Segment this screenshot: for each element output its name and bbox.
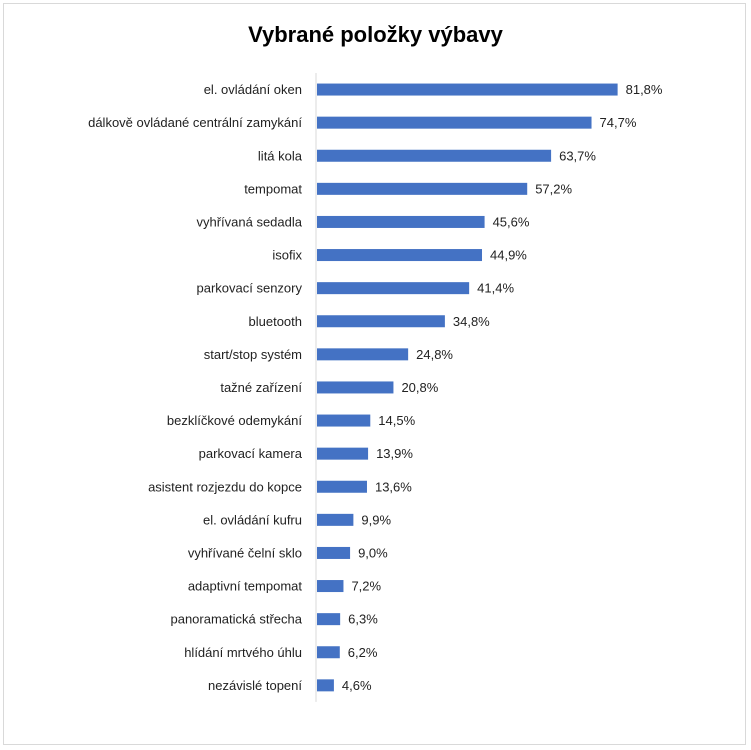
data-label: 13,6% <box>375 479 412 494</box>
data-label: 81,8% <box>626 82 663 97</box>
data-label: 14,5% <box>378 413 415 428</box>
data-label: 13,9% <box>376 446 413 461</box>
bar <box>317 447 369 460</box>
category-label: tažné zařízení <box>220 380 302 395</box>
category-label: el. ovládání kufru <box>203 512 302 527</box>
data-label: 45,6% <box>493 214 530 229</box>
bar <box>317 414 371 427</box>
category-label: isofix <box>272 248 302 263</box>
data-label: 41,4% <box>477 281 514 296</box>
data-label: 7,2% <box>351 579 381 594</box>
bar <box>317 679 334 692</box>
bar <box>317 149 552 162</box>
category-label: litá kola <box>258 148 303 163</box>
data-label: 4,6% <box>342 678 372 693</box>
category-label: nezávislé topení <box>208 678 302 693</box>
data-label: 63,7% <box>559 148 596 163</box>
bar <box>317 182 528 195</box>
category-label: adaptivní tempomat <box>188 579 303 594</box>
bar <box>317 348 409 361</box>
bar <box>317 381 394 394</box>
chart-title: Vybrané položky výbavy <box>248 22 503 47</box>
category-label: panoramatická střecha <box>170 612 302 627</box>
bar <box>317 580 344 593</box>
data-label: 6,2% <box>348 645 378 660</box>
category-label: hlídání mrtvého úhlu <box>184 645 302 660</box>
bar <box>317 546 351 559</box>
bar <box>317 215 485 228</box>
data-label: 9,9% <box>361 512 391 527</box>
data-label: 6,3% <box>348 612 378 627</box>
bar <box>317 282 470 295</box>
category-label: el. ovládání oken <box>204 82 302 97</box>
bar <box>317 613 341 626</box>
bar <box>317 480 367 493</box>
bar <box>317 249 483 262</box>
data-label: 74,7% <box>600 115 637 130</box>
bar <box>317 513 354 526</box>
category-label: bluetooth <box>249 314 303 329</box>
category-label: asistent rozjezdu do kopce <box>148 479 302 494</box>
category-label: tempomat <box>244 181 302 196</box>
category-label: vyhřívaná sedadla <box>196 214 302 229</box>
category-label: start/stop systém <box>204 347 302 362</box>
category-label: bezklíčkové odemykání <box>167 413 303 428</box>
bar <box>317 315 445 328</box>
data-label: 44,9% <box>490 248 527 263</box>
category-label: vyhřívané čelní sklo <box>188 545 302 560</box>
data-label: 24,8% <box>416 347 453 362</box>
category-label: dálkově ovládané centrální zamykání <box>88 115 302 130</box>
bar <box>317 646 340 659</box>
category-label: parkovací senzory <box>197 281 303 296</box>
category-label: parkovací kamera <box>199 446 303 461</box>
data-label: 57,2% <box>535 181 572 196</box>
data-label: 20,8% <box>401 380 438 395</box>
data-label: 34,8% <box>453 314 490 329</box>
bar <box>317 83 618 96</box>
data-label: 9,0% <box>358 545 388 560</box>
bar <box>317 116 592 129</box>
